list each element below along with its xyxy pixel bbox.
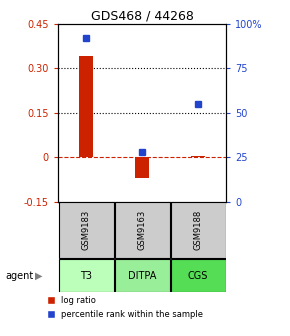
Bar: [135, 157, 149, 178]
Bar: [115, 202, 170, 258]
Text: GSM9163: GSM9163: [137, 210, 147, 250]
Bar: [171, 202, 226, 258]
Text: T3: T3: [80, 270, 92, 281]
Bar: [191, 156, 205, 157]
Bar: [115, 259, 170, 292]
Text: agent: agent: [6, 270, 34, 281]
Bar: [79, 56, 93, 157]
Title: GDS468 / 44268: GDS468 / 44268: [91, 9, 193, 23]
Text: GSM9188: GSM9188: [194, 210, 203, 250]
Text: ▶: ▶: [35, 270, 42, 281]
Bar: [59, 202, 113, 258]
Bar: [171, 259, 226, 292]
Legend: log ratio, percentile rank within the sample: log ratio, percentile rank within the sa…: [48, 296, 203, 319]
Text: DITPA: DITPA: [128, 270, 156, 281]
Bar: [59, 259, 113, 292]
Text: CGS: CGS: [188, 270, 208, 281]
Text: GSM9183: GSM9183: [81, 210, 90, 250]
